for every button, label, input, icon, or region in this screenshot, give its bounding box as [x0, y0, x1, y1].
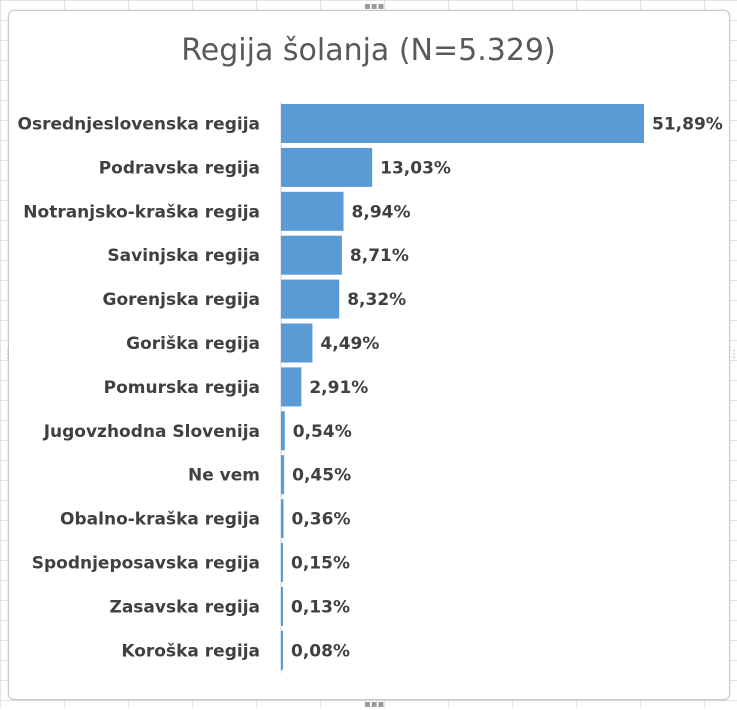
category-tick-label: Pomurska regija	[104, 378, 260, 398]
bar[interactable]	[281, 586, 283, 626]
data-label: 0,13%	[291, 597, 350, 617]
category-tick-label: Osrednjeslovenska regija	[18, 115, 260, 135]
data-label: 51,89%	[652, 115, 723, 135]
data-label: 8,94%	[352, 202, 411, 222]
data-label: 0,54%	[293, 422, 352, 442]
category-tick-label: Savinjska regija	[107, 246, 260, 266]
resize-handle-top[interactable]: ▪▪▪	[364, 1, 385, 12]
data-label: 8,71%	[350, 246, 409, 266]
resize-handle-left[interactable]: ⋮	[3, 349, 13, 360]
category-tick-label: Notranjsko-kraška regija	[23, 202, 260, 222]
data-label: 4,49%	[320, 334, 379, 354]
bar[interactable]	[281, 279, 340, 319]
data-label: 13,03%	[380, 158, 451, 178]
category-tick-label: Zasavska regija	[110, 597, 261, 617]
resize-handle-bottom[interactable]: ▪▪▪	[364, 699, 385, 710]
bar[interactable]	[281, 367, 302, 407]
bar[interactable]	[281, 543, 283, 582]
data-label: 8,32%	[347, 290, 406, 310]
bar[interactable]	[281, 323, 313, 363]
bar[interactable]	[281, 499, 284, 539]
data-label: 0,08%	[291, 641, 350, 661]
bar[interactable]	[281, 191, 344, 231]
category-tick-label: Obalno-kraška regija	[60, 510, 260, 530]
bar[interactable]	[281, 411, 285, 451]
bar[interactable]	[281, 235, 342, 275]
category-tick-label: Spodnjeposavska regija	[32, 554, 260, 574]
bar[interactable]	[281, 630, 283, 670]
resize-handle-right[interactable]: ⋮	[729, 349, 737, 360]
bar[interactable]	[281, 147, 373, 187]
bar[interactable]	[281, 104, 644, 143]
data-label: 2,91%	[309, 378, 368, 398]
data-label: 0,45%	[292, 466, 351, 486]
data-label: 0,36%	[292, 510, 351, 530]
category-tick-label: Podravska regija	[99, 158, 260, 178]
data-label: 0,15%	[291, 554, 350, 574]
category-tick-label: Jugovzhodna Slovenija	[43, 422, 260, 442]
chart-title: Regija šolanja (N=5.329)	[181, 33, 556, 68]
category-tick-label: Koroška regija	[121, 641, 260, 661]
category-tick-label: Gorenjska regija	[103, 290, 261, 310]
bar[interactable]	[281, 455, 285, 495]
category-tick-label: Ne vem	[188, 466, 260, 486]
category-tick-label: Goriška regija	[126, 334, 260, 354]
